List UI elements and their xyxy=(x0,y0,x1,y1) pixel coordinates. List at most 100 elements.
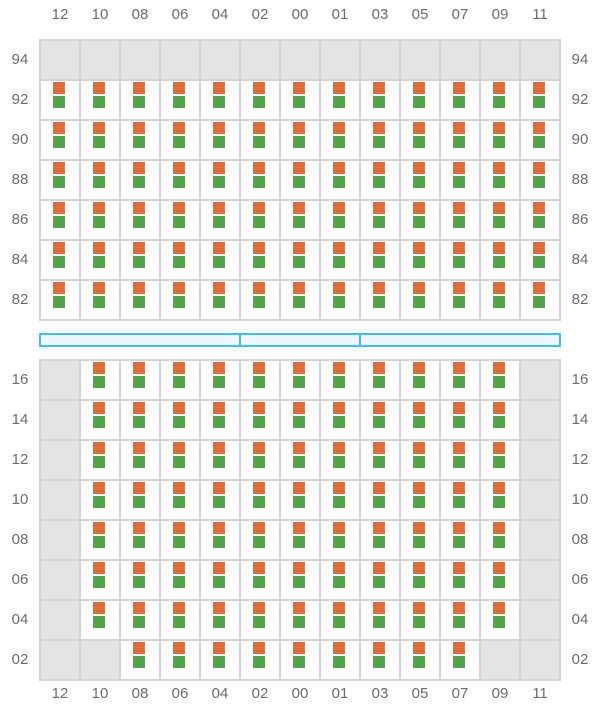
slot-top[interactable] xyxy=(293,402,305,414)
slot-top[interactable] xyxy=(173,82,185,94)
slot-top[interactable] xyxy=(293,162,305,174)
slot-top[interactable] xyxy=(293,562,305,574)
slot-top[interactable] xyxy=(493,562,505,574)
slot-bottom[interactable] xyxy=(93,176,105,188)
grid-cell[interactable] xyxy=(160,520,200,560)
slot-top[interactable] xyxy=(373,402,385,414)
slot-top[interactable] xyxy=(173,522,185,534)
slot-bottom[interactable] xyxy=(213,416,225,428)
slot-bottom[interactable] xyxy=(93,136,105,148)
grid-cell[interactable] xyxy=(200,360,240,400)
grid-cell[interactable] xyxy=(200,600,240,640)
grid-cell[interactable] xyxy=(80,240,120,280)
slot-bottom[interactable] xyxy=(253,216,265,228)
grid-cell[interactable] xyxy=(240,520,280,560)
slot-bottom[interactable] xyxy=(213,96,225,108)
slot-top[interactable] xyxy=(93,162,105,174)
slot-bottom[interactable] xyxy=(373,576,385,588)
slot-bottom[interactable] xyxy=(493,496,505,508)
grid-cell[interactable] xyxy=(400,80,440,120)
grid-cell[interactable] xyxy=(200,400,240,440)
slot-bottom[interactable] xyxy=(293,416,305,428)
slot-top[interactable] xyxy=(173,202,185,214)
slot-bottom[interactable] xyxy=(453,96,465,108)
grid-cell[interactable] xyxy=(520,280,560,320)
grid-cell[interactable] xyxy=(520,160,560,200)
grid-cell[interactable] xyxy=(520,240,560,280)
slot-bottom[interactable] xyxy=(93,416,105,428)
grid-cell[interactable] xyxy=(320,560,360,600)
slot-top[interactable] xyxy=(173,402,185,414)
slot-top[interactable] xyxy=(413,522,425,534)
grid-cell[interactable] xyxy=(240,600,280,640)
slot-bottom[interactable] xyxy=(333,136,345,148)
slot-top[interactable] xyxy=(533,162,545,174)
slot-bottom[interactable] xyxy=(293,536,305,548)
slot-top[interactable] xyxy=(293,362,305,374)
slot-top[interactable] xyxy=(253,202,265,214)
slot-bottom[interactable] xyxy=(213,376,225,388)
slot-top[interactable] xyxy=(373,442,385,454)
slot-top[interactable] xyxy=(493,602,505,614)
slot-bottom[interactable] xyxy=(93,616,105,628)
slot-top[interactable] xyxy=(493,282,505,294)
slot-bottom[interactable] xyxy=(333,216,345,228)
slot-top[interactable] xyxy=(213,162,225,174)
slot-bottom[interactable] xyxy=(133,296,145,308)
slot-bottom[interactable] xyxy=(493,216,505,228)
slot-top[interactable] xyxy=(253,362,265,374)
slot-top[interactable] xyxy=(373,82,385,94)
slot-top[interactable] xyxy=(333,482,345,494)
slot-top[interactable] xyxy=(133,442,145,454)
grid-cell[interactable] xyxy=(80,560,120,600)
grid-cell[interactable] xyxy=(80,600,120,640)
slot-bottom[interactable] xyxy=(173,256,185,268)
slot-bottom[interactable] xyxy=(453,576,465,588)
grid-cell[interactable] xyxy=(240,480,280,520)
grid-cell[interactable] xyxy=(360,600,400,640)
grid-cell[interactable] xyxy=(320,80,360,120)
grid-cell[interactable] xyxy=(440,280,480,320)
grid-cell[interactable] xyxy=(360,240,400,280)
slot-bottom[interactable] xyxy=(333,536,345,548)
slot-top[interactable] xyxy=(293,522,305,534)
grid-cell[interactable] xyxy=(80,440,120,480)
grid-cell[interactable] xyxy=(440,600,480,640)
grid-cell[interactable] xyxy=(360,640,400,680)
grid-cell[interactable] xyxy=(480,80,520,120)
slot-top[interactable] xyxy=(213,362,225,374)
grid-cell[interactable] xyxy=(320,520,360,560)
grid-cell[interactable] xyxy=(120,80,160,120)
slot-top[interactable] xyxy=(93,82,105,94)
slot-top[interactable] xyxy=(373,282,385,294)
slot-top[interactable] xyxy=(253,242,265,254)
slot-bottom[interactable] xyxy=(293,136,305,148)
slot-bottom[interactable] xyxy=(253,176,265,188)
slot-bottom[interactable] xyxy=(493,96,505,108)
slot-bottom[interactable] xyxy=(253,576,265,588)
grid-cell[interactable] xyxy=(440,240,480,280)
slot-bottom[interactable] xyxy=(453,536,465,548)
grid-cell[interactable] xyxy=(440,120,480,160)
grid-cell[interactable] xyxy=(320,120,360,160)
slot-top[interactable] xyxy=(253,162,265,174)
slot-bottom[interactable] xyxy=(533,256,545,268)
grid-cell[interactable] xyxy=(120,640,160,680)
slot-bottom[interactable] xyxy=(333,256,345,268)
grid-cell[interactable] xyxy=(480,120,520,160)
grid-cell[interactable] xyxy=(320,600,360,640)
grid-cell[interactable] xyxy=(280,80,320,120)
slot-bottom[interactable] xyxy=(413,576,425,588)
slot-top[interactable] xyxy=(413,642,425,654)
slot-bottom[interactable] xyxy=(453,616,465,628)
grid-cell[interactable] xyxy=(80,80,120,120)
slot-top[interactable] xyxy=(253,442,265,454)
grid-cell[interactable] xyxy=(160,480,200,520)
slot-bottom[interactable] xyxy=(293,296,305,308)
grid-cell[interactable] xyxy=(80,400,120,440)
grid-cell[interactable] xyxy=(520,200,560,240)
grid-cell[interactable] xyxy=(440,640,480,680)
slot-top[interactable] xyxy=(93,122,105,134)
grid-cell[interactable] xyxy=(480,520,520,560)
slot-top[interactable] xyxy=(173,242,185,254)
